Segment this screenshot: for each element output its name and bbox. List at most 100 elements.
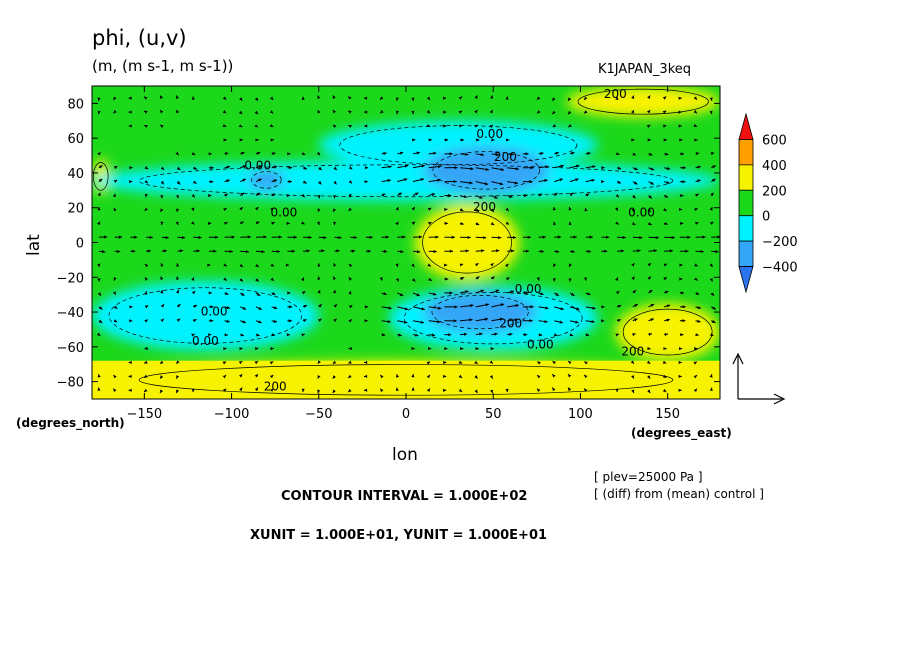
wind-vector [239,387,243,392]
wind-vector [695,165,702,169]
wind-vector [491,317,504,322]
wind-vector [490,208,495,213]
wind-vector [553,192,558,197]
wind-vector [98,235,108,239]
wind-vector [489,375,494,379]
wind-vector [601,166,605,170]
wind-vector [271,193,276,197]
wind-vector [648,152,653,156]
wind-vector [222,374,227,379]
wind-vector [694,347,698,351]
wind-vector [144,207,148,212]
wind-vector [301,277,305,282]
wind-vector [271,165,278,169]
wind-vector [303,235,312,240]
wind-vector [491,138,495,142]
wind-vector [601,305,605,309]
wind-vector [505,96,509,100]
chart-units: (m, (m s-1, m s-1)) [92,57,234,75]
wind-vector [553,333,558,337]
wind-vector [568,206,572,211]
wind-vector [695,152,700,156]
wind-vector [711,250,719,254]
wind-vector [631,276,635,280]
wind-vector [287,152,291,156]
wind-vector [583,388,588,392]
wind-vector [475,236,487,240]
wind-vector [491,249,500,253]
wind-vector [693,96,698,101]
wind-vector [551,97,556,102]
wind-vector [224,306,231,310]
wind-vector [444,221,448,225]
colorbar-swatch [738,240,754,267]
wind-vector [693,361,698,365]
wind-vector [175,95,180,99]
wind-vector [428,178,441,183]
wind-vector [475,276,480,280]
wind-vector [647,262,652,267]
wind-vector [648,318,655,322]
wind-vector [332,109,337,114]
wind-vector [615,277,619,282]
wind-vector [412,192,419,196]
wind-vector [695,193,699,197]
wind-vector [193,249,200,253]
wind-vector [507,235,517,240]
wind-vector [160,303,165,308]
wind-vector [287,319,292,323]
wind-vector [694,138,698,142]
wind-vector [364,305,369,309]
wind-vector [536,277,540,281]
wind-vector [474,375,478,379]
wind-vector [159,124,164,128]
wind-vector [348,277,353,281]
wind-vector [129,319,133,323]
wind-vector [693,388,698,393]
wind-vector [270,277,275,282]
wind-vector [240,250,250,254]
wind-vector [678,388,682,392]
wind-vector [301,290,306,295]
wind-vector [552,263,557,268]
wind-vector [568,263,572,268]
wind-vector [270,207,275,212]
wind-vector [97,110,101,115]
wind-vector [113,165,118,170]
wind-vector [98,178,103,183]
wind-vector [207,263,211,267]
wind-vector [224,235,235,239]
wind-vector [269,124,274,128]
wind-vector [208,319,214,323]
wind-vector [648,236,659,240]
wind-vector [222,110,227,114]
wind-vector [348,194,352,198]
wind-vector [303,249,310,253]
wind-vector [554,164,564,169]
wind-vector [460,318,473,322]
wind-vector [663,138,667,142]
wind-vector [583,277,587,281]
wind-vector [144,124,148,128]
wind-vector [695,333,699,337]
vector-unit-note: XUNIT = 1.000E+01, YUNIT = 1.000E+01 [250,528,548,543]
wind-vector [443,374,447,379]
wind-vector [208,166,214,170]
wind-vector [443,360,447,365]
wind-vector [709,374,713,378]
colorbar-swatch [738,139,754,166]
wind-vector [662,374,667,379]
wind-vector [130,235,138,239]
wind-vector [333,221,337,225]
wind-vector [679,291,685,295]
wind-vector [475,332,483,336]
colorbar-label: 0 [762,210,770,225]
wind-vector [269,361,274,365]
wind-vector [711,306,717,310]
wind-vector [143,374,148,379]
wind-vector [678,360,682,365]
wind-vector [177,303,181,308]
wind-vector [663,290,669,294]
wind-vector [381,178,391,183]
wind-vector [271,333,276,337]
